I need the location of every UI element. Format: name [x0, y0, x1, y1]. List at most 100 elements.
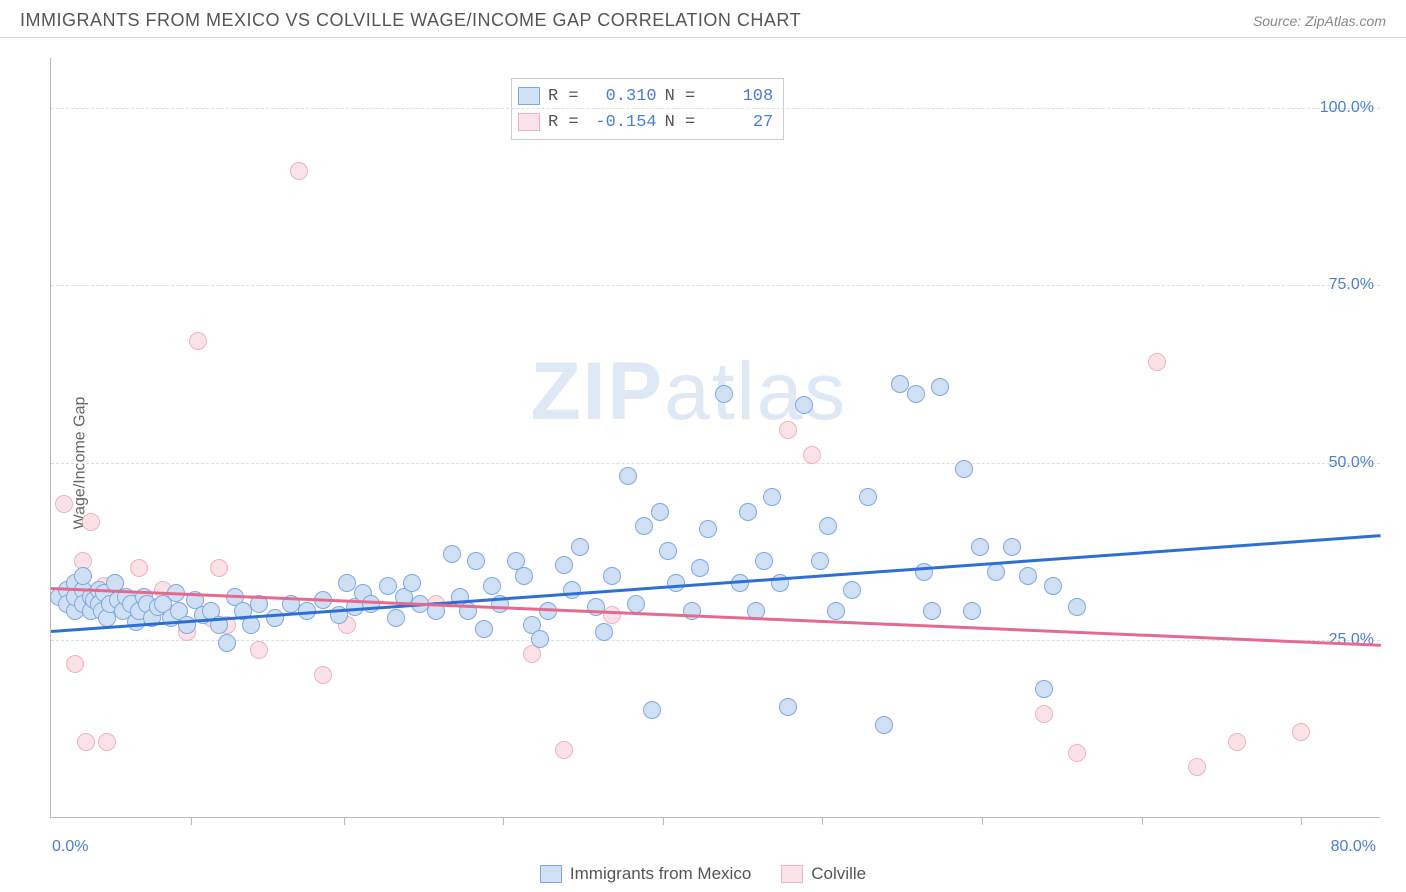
scatter-point [1044, 577, 1062, 595]
header: IMMIGRANTS FROM MEXICO VS COLVILLE WAGE/… [0, 0, 1406, 38]
gridline [51, 463, 1380, 464]
scatter-point [739, 503, 757, 521]
x-tick [344, 817, 345, 825]
n-label: N = [665, 87, 696, 106]
x-tick [191, 817, 192, 825]
scatter-point [250, 641, 268, 659]
x-tick [1142, 817, 1143, 825]
scatter-point [475, 620, 493, 638]
scatter-point [74, 567, 92, 585]
scatter-point [1003, 538, 1021, 556]
watermark-light: atlas [664, 346, 847, 437]
scatter-point [130, 559, 148, 577]
legend-label-0: Immigrants from Mexico [570, 864, 751, 884]
scatter-point [923, 602, 941, 620]
x-tick [663, 817, 664, 825]
scatter-point [403, 574, 421, 592]
scatter-point [467, 552, 485, 570]
source-attribution: Source: ZipAtlas.com [1253, 13, 1386, 29]
source-prefix: Source: [1253, 13, 1305, 29]
swatch-series-1 [518, 113, 540, 131]
bottom-legend: Immigrants from Mexico Colville [0, 864, 1406, 884]
stats-row-series-1: R = -0.154 N = 27 [518, 109, 773, 135]
scatter-point [971, 538, 989, 556]
scatter-point [691, 559, 709, 577]
scatter-point [715, 385, 733, 403]
scatter-point [819, 517, 837, 535]
scatter-point [779, 698, 797, 716]
scatter-point [595, 623, 613, 641]
x-tick [1301, 817, 1302, 825]
scatter-point [1188, 758, 1206, 776]
scatter-point [98, 733, 116, 751]
scatter-point [314, 666, 332, 684]
watermark-bold: ZIP [531, 346, 665, 437]
x-tick [982, 817, 983, 825]
scatter-point [795, 396, 813, 414]
gridline [51, 285, 1380, 286]
x-axis-min-label: 0.0% [52, 838, 88, 856]
legend-swatch-1 [781, 865, 803, 883]
legend-item-1: Colville [781, 864, 866, 884]
x-axis-max-label: 80.0% [1331, 838, 1376, 856]
scatter-point [443, 545, 461, 563]
scatter-point [755, 552, 773, 570]
scatter-point [210, 559, 228, 577]
scatter-point [779, 421, 797, 439]
scatter-point [643, 701, 661, 719]
scatter-point [875, 716, 893, 734]
scatter-point [55, 495, 73, 513]
scatter-point [555, 741, 573, 759]
scatter-point [963, 602, 981, 620]
scatter-point [531, 630, 549, 648]
scatter-point [1292, 723, 1310, 741]
source-name: ZipAtlas.com [1305, 13, 1386, 29]
scatter-point [1148, 353, 1166, 371]
scatter-point [931, 378, 949, 396]
y-tick-label: 75.0% [1329, 276, 1374, 294]
scatter-point [803, 446, 821, 464]
r-label: R = [548, 87, 579, 106]
scatter-point [1228, 733, 1246, 751]
scatter-point [907, 385, 925, 403]
scatter-point [955, 460, 973, 478]
scatter-point [827, 602, 845, 620]
scatter-point [555, 556, 573, 574]
scatter-point [571, 538, 589, 556]
x-tick [822, 817, 823, 825]
chart-title: IMMIGRANTS FROM MEXICO VS COLVILLE WAGE/… [20, 10, 801, 31]
legend-swatch-0 [540, 865, 562, 883]
scatter-point [266, 609, 284, 627]
scatter-point [189, 332, 207, 350]
scatter-point [1035, 680, 1053, 698]
r-value-0: 0.310 [587, 87, 657, 106]
scatter-point [66, 655, 84, 673]
scatter-point [763, 488, 781, 506]
scatter-point [338, 574, 356, 592]
scatter-point [515, 567, 533, 585]
scatter-point [82, 513, 100, 531]
gridline [51, 640, 1380, 641]
scatter-point [667, 574, 685, 592]
gridline [51, 108, 1380, 109]
watermark: ZIPatlas [531, 345, 848, 439]
scatter-point [1035, 705, 1053, 723]
r-label: R = [548, 113, 579, 132]
scatter-point [77, 733, 95, 751]
scatter-point [843, 581, 861, 599]
scatter-point [603, 567, 621, 585]
legend-label-1: Colville [811, 864, 866, 884]
y-tick-label: 25.0% [1329, 631, 1374, 649]
scatter-point [859, 488, 877, 506]
scatter-point [811, 552, 829, 570]
stats-row-series-0: R = 0.310 N = 108 [518, 83, 773, 109]
scatter-point [699, 520, 717, 538]
scatter-point [635, 517, 653, 535]
correlation-stats-box: R = 0.310 N = 108 R = -0.154 N = 27 [511, 78, 784, 140]
scatter-point [563, 581, 581, 599]
scatter-point [891, 375, 909, 393]
scatter-point [1019, 567, 1037, 585]
legend-item-0: Immigrants from Mexico [540, 864, 751, 884]
n-value-1: 27 [703, 113, 773, 132]
scatter-point [619, 467, 637, 485]
